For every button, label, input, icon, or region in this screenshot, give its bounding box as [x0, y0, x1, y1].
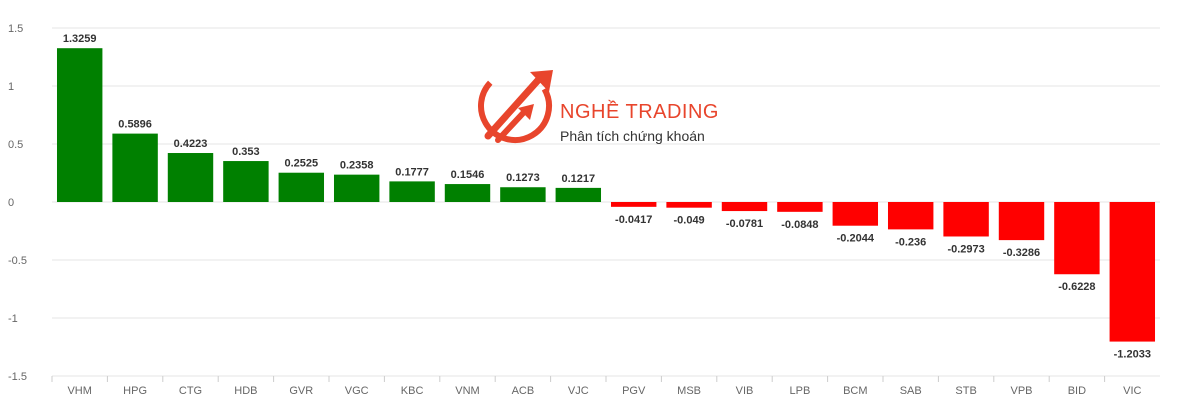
data-label-vnm: 0.1546	[451, 169, 485, 181]
data-label-msb: -0.049	[673, 215, 704, 227]
x-tick-label: VIB	[736, 385, 754, 397]
bars	[56, 48, 1156, 342]
x-tick-label: SAB	[900, 385, 922, 397]
x-tick-label: VPB	[1010, 385, 1032, 397]
data-label-hpg: 0.5896	[118, 119, 152, 131]
bar-vgc[interactable]	[333, 174, 380, 202]
bar-gvr[interactable]	[278, 172, 325, 202]
y-tick-label: -0.5	[8, 255, 27, 267]
bar-hdb[interactable]	[223, 161, 269, 202]
data-label-vib: -0.0781	[726, 218, 763, 230]
grid	[52, 27, 1160, 377]
y-axis-ticks: 1.5 1 0.5 0 -0.5 -1 -1.5	[8, 23, 27, 383]
x-tick-label: PGV	[622, 385, 646, 397]
data-label-bid: -0.6228	[1058, 281, 1095, 293]
x-tick-label: HDB	[234, 385, 257, 397]
bar-vib[interactable]	[721, 202, 768, 212]
data-label-acb: 0.1273	[506, 172, 540, 184]
bar-vnm[interactable]	[444, 184, 491, 202]
bar-bcm[interactable]	[832, 202, 879, 226]
x-tick-label: LPB	[790, 385, 811, 397]
x-tick-label: MSB	[677, 385, 701, 397]
data-label-vpb: -0.3286	[1003, 247, 1040, 259]
data-label-gvr: 0.2525	[284, 158, 318, 170]
x-tick-label: VJC	[568, 385, 589, 397]
y-tick-label: 1	[8, 81, 14, 93]
bar-stb[interactable]	[943, 202, 989, 237]
data-label-sab: -0.236	[895, 236, 926, 248]
data-label-vjc: 0.1217	[561, 173, 595, 185]
data-label-ctg: 0.4223	[174, 138, 208, 150]
x-tick-label: BID	[1068, 385, 1086, 397]
data-label-pgv: -0.0417	[615, 214, 652, 226]
bar-bid[interactable]	[1054, 202, 1100, 275]
bar-vjc[interactable]	[555, 187, 602, 202]
watermark-logo: NGHỀ TRADING Phân tích chứng khoán	[478, 69, 719, 144]
bar-sab[interactable]	[887, 202, 934, 230]
data-label-lpb: -0.0848	[781, 219, 818, 231]
x-tick-label: STB	[955, 385, 976, 397]
bar-vpb[interactable]	[998, 202, 1045, 241]
data-label-kbc: 0.1777	[395, 166, 429, 178]
data-label-bcm: -0.2044	[837, 233, 875, 245]
category-labels: VHM HPG CTG HDB GVR VGC KBC VNM ACB VJC PGV MSB VIB L…	[51, 376, 1142, 397]
x-tick-label: HPG	[123, 385, 147, 397]
x-tick-label: VNM	[455, 385, 479, 397]
data-label-hdb: 0.353	[232, 146, 260, 158]
x-tick-label: KBC	[401, 385, 424, 397]
bar-kbc[interactable]	[389, 181, 435, 202]
bar-pgv[interactable]	[610, 202, 657, 207]
data-label-vic: -1.2033	[1114, 349, 1151, 361]
bar-msb[interactable]	[666, 202, 712, 208]
watermark-title: NGHỀ TRADING	[560, 100, 719, 123]
bar-acb[interactable]	[500, 187, 546, 202]
watermark-subtitle: Phân tích chứng khoán	[560, 128, 705, 144]
data-label-stb: -0.2973	[947, 243, 984, 255]
data-labels: 1.3259 0.5896 0.4223 0.353 0.2525 0.2358 0.177…	[63, 33, 1151, 360]
y-tick-label: 0.5	[8, 139, 23, 151]
x-tick-label: ACB	[512, 385, 535, 397]
bar-ctg[interactable]	[167, 153, 214, 202]
data-label-vgc: 0.2358	[340, 160, 374, 172]
x-tick-label: GVR	[289, 385, 313, 397]
bar-vic[interactable]	[1109, 202, 1156, 342]
data-label-vhm: 1.3259	[63, 33, 97, 45]
bar-vhm[interactable]	[56, 48, 103, 202]
x-tick-label: VGC	[345, 385, 369, 397]
y-tick-label: -1	[8, 313, 18, 325]
x-tick-label: CTG	[179, 385, 202, 397]
bar-lpb[interactable]	[777, 202, 823, 212]
x-tick-label: BCM	[843, 385, 867, 397]
y-tick-label: 1.5	[8, 23, 23, 35]
bar-hpg[interactable]	[112, 133, 158, 202]
trading-arrows-icon	[478, 69, 553, 144]
x-tick-label: VIC	[1123, 385, 1141, 397]
x-tick-label: VHM	[67, 385, 91, 397]
y-tick-label: 0	[8, 197, 14, 209]
y-tick-label: -1.5	[8, 371, 27, 383]
